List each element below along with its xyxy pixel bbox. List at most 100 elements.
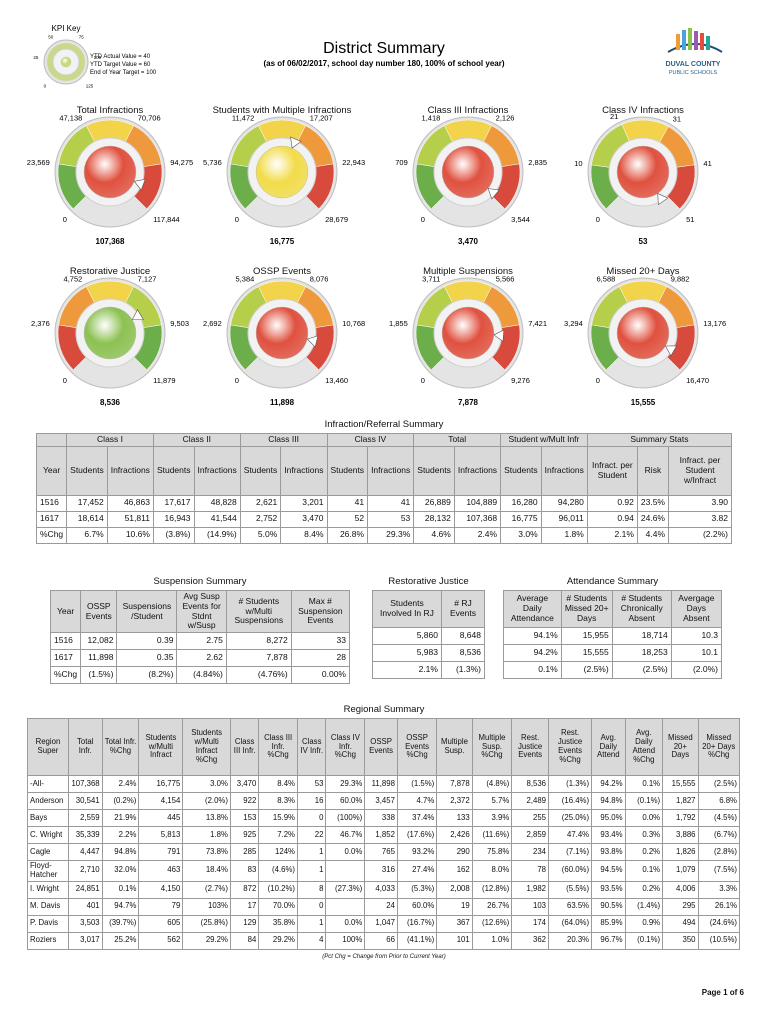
table-cell: 8.4%: [258, 775, 298, 793]
gauge-tick-label: 709: [395, 158, 408, 167]
table-cell: 1,827: [662, 792, 699, 810]
table-cell: 20.3%: [548, 931, 593, 950]
table-cell: 7,878: [225, 649, 292, 668]
table-cell: 37.4%: [396, 809, 438, 827]
table-cell: 4,150: [138, 880, 184, 899]
table-cell: 7.2%: [258, 826, 298, 844]
table-cell: 1,047: [364, 914, 398, 933]
gauge-tick-label: 0: [421, 215, 425, 224]
table-cell: 66: [364, 931, 398, 950]
table-header: Students: [500, 445, 542, 496]
gauge-tick-label: 2,692: [203, 319, 222, 328]
gauge-tick-label: 13,460: [325, 376, 348, 385]
table-group-header: Total: [413, 433, 502, 447]
table-cell: 367: [436, 914, 473, 933]
table-cell: 29.2%: [182, 931, 231, 950]
table-cell: Roziers: [27, 931, 69, 950]
table-cell: 93.5%: [591, 880, 626, 899]
gauge-tick-label: 9,882: [671, 274, 690, 283]
table-cell: (6.7%): [697, 826, 741, 844]
table-cell: 107,368: [67, 775, 103, 793]
table-header: Missed 20+ Days: [662, 718, 699, 776]
table-cell: 1617: [35, 510, 68, 528]
gauge-value: 8,536: [100, 398, 121, 407]
footnote: (Pct Chg = Change from Prior to Current …: [322, 954, 446, 960]
gauge-tick-label: 28,679: [325, 215, 348, 224]
table-cell: 32.0%: [101, 860, 140, 882]
table-cell: 26,889: [413, 494, 455, 512]
table-row: -All- 107,368 2.4% 16,775 3.0% 3,470 8.4% 53 29.…: [27, 775, 741, 793]
table-cell: 63.5%: [548, 897, 593, 916]
table-cell: 4,006: [662, 880, 699, 899]
infraction-table: Class I Class II Class III Class IV Total Stu…: [35, 433, 733, 544]
table-cell: (24.6%): [697, 914, 741, 933]
table-cell: 2,426: [436, 826, 473, 844]
table-cell: 3,457: [364, 792, 398, 810]
gauge-tick-label: 11,879: [153, 376, 175, 385]
table-cell: 494: [662, 914, 699, 933]
page-subtitle: (as of 06/02/2017, school day number 180…: [264, 59, 505, 68]
table-header: Students w/Multi Infract %Chg: [182, 718, 231, 776]
section-title: Infraction/Referral Summary: [324, 419, 444, 430]
table-cell: 35,339: [67, 826, 103, 844]
table-cell: 29.2%: [258, 931, 298, 950]
gauge-value: 3,470: [458, 237, 479, 246]
table-header: Infractions: [367, 445, 415, 496]
table-cell: 85.9%: [591, 914, 626, 933]
table-cell: 445: [138, 809, 184, 827]
table-cell: (41.1%): [396, 931, 438, 950]
logo-text: DUVAL COUNTY: [666, 61, 721, 68]
table-cell: 47.4%: [548, 826, 593, 844]
table-cell: 234: [511, 843, 550, 861]
table-cell: 15,555: [560, 644, 613, 662]
gauge-ball: [83, 306, 137, 360]
table-cell: 75.8%: [471, 843, 513, 861]
gauge-tick-label: 31: [673, 114, 681, 123]
table-cell: 1.8%: [540, 526, 588, 544]
table-cell: P. Davis: [27, 914, 69, 933]
table-cell: 46.7%: [325, 826, 366, 844]
table-row: 94.1% 15,955 18,714 10.3: [503, 627, 723, 645]
gauge-tick-label: 41: [703, 159, 711, 168]
table-cell: (8.2%): [116, 666, 178, 685]
table-header: Students: [66, 445, 108, 496]
table-cell: 3,017: [67, 931, 103, 950]
table-header: OSSP Events: [80, 589, 118, 634]
page-number: Page 1 of 6: [701, 988, 744, 997]
gauge-tick-label: 9,276: [511, 376, 530, 385]
gauge-needle: [290, 136, 302, 149]
table-cell: 41: [326, 494, 369, 512]
table-cell: 401: [67, 897, 103, 916]
gauge-tick-label: 51: [686, 215, 694, 224]
table-cell: 3,201: [280, 494, 328, 512]
gauge-value: 53: [639, 237, 648, 246]
table-header: OSSP Events %Chg: [396, 718, 438, 776]
table-cell: (0.2%): [101, 792, 140, 810]
logo-bar: [706, 36, 710, 50]
table-cell: 255: [511, 809, 550, 827]
table-cell: 1,826: [662, 843, 699, 861]
table-cell: 52: [326, 510, 369, 528]
table-cell: 5.0%: [239, 526, 282, 544]
table-cell: 153: [229, 809, 260, 827]
gauge-title: Missed 20+ Days: [606, 266, 680, 277]
gauge-ball: [441, 145, 495, 199]
table-cell: 0.2%: [624, 880, 664, 899]
table-cell: (2.2%): [668, 526, 732, 544]
table-cell: (1.3%): [548, 775, 593, 793]
gauge-tick-label: 0: [596, 215, 600, 224]
table-cell: 11,898: [80, 649, 118, 668]
table-header: Year: [35, 445, 68, 496]
table-cell: 53: [367, 510, 415, 528]
table-cell: 35.8%: [258, 914, 298, 933]
table-group-header: Class III: [239, 433, 328, 447]
table-cell: (1.4%): [624, 897, 664, 916]
gauge-tick-label: 11,472: [232, 113, 254, 122]
gauge-tick-label: 10,768: [342, 319, 365, 328]
table-cell: 1516: [35, 494, 68, 512]
table-cell: 1,079: [662, 860, 699, 882]
table-cell: 2,859: [511, 826, 550, 844]
logo: DUVAL COUNTY PUBLIC SCHOOLS: [666, 28, 723, 76]
table-cell: 11,898: [364, 775, 398, 793]
table-cell: (2.5%): [560, 661, 613, 679]
